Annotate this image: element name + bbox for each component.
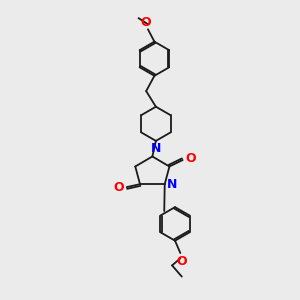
Text: N: N: [150, 142, 161, 155]
Text: O: O: [176, 255, 187, 268]
Text: O: O: [141, 16, 151, 29]
Text: O: O: [185, 152, 196, 165]
Text: N: N: [167, 178, 178, 191]
Text: O: O: [114, 181, 124, 194]
